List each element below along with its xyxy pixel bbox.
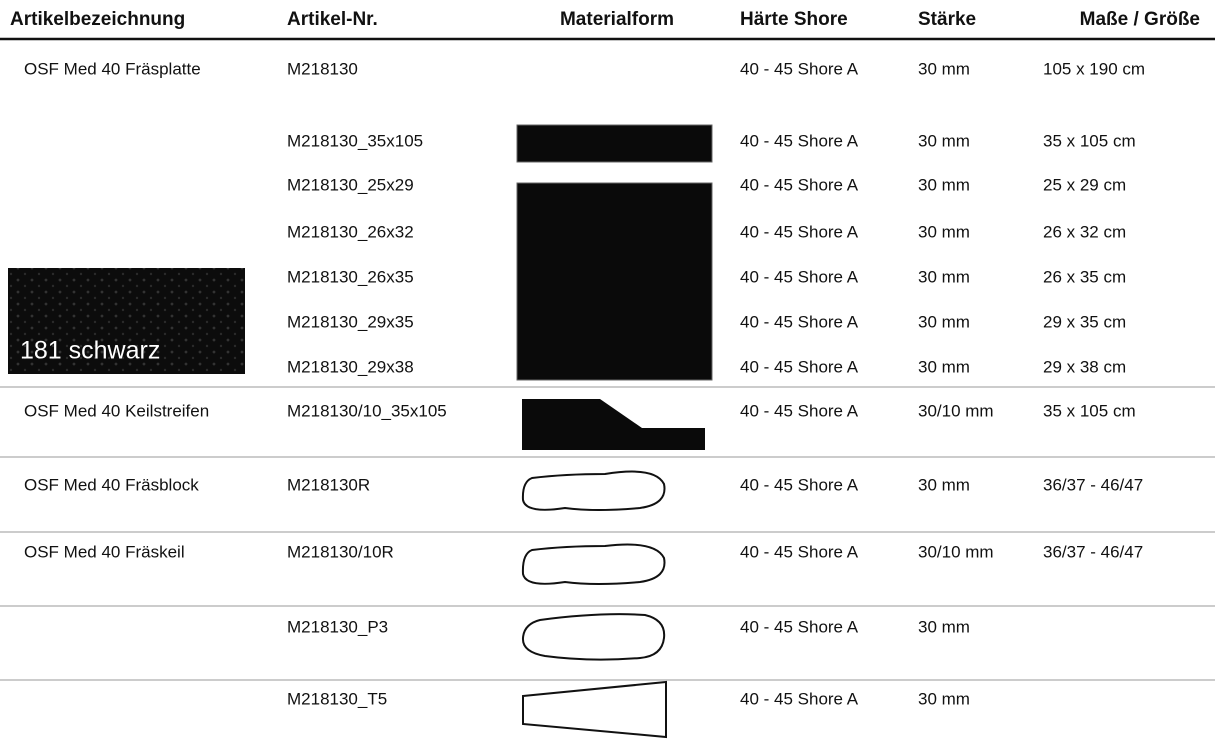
cell-thickness: 30 mm (918, 175, 970, 194)
column-header: Maße / Größe (1080, 9, 1200, 30)
cell-number: M218130_T5 (287, 689, 387, 708)
cell-hardness: 40 - 45 Shore A (740, 222, 859, 241)
cell-size: 26 x 32 cm (1043, 222, 1126, 241)
cell-size: 29 x 38 cm (1043, 357, 1126, 376)
cell-hardness: 40 - 45 Shore A (740, 267, 859, 286)
shape-strip (516, 124, 713, 163)
cell-number: M218130/10_35x105 (287, 401, 447, 420)
cell-thickness: 30/10 mm (918, 542, 994, 561)
cell-thickness: 30 mm (918, 617, 970, 636)
cell-number: M218130_25x29 (287, 175, 414, 194)
cell-size: 35 x 105 cm (1043, 131, 1136, 150)
cell-size: 105 x 190 cm (1043, 59, 1145, 78)
cell-thickness: 30 mm (918, 59, 970, 78)
cell-thickness: 30 mm (918, 357, 970, 376)
cell-hardness: 40 - 45 Shore A (740, 617, 859, 636)
shape-keil (521, 543, 666, 585)
row-rules (0, 386, 1215, 681)
cell-number: M218130_29x38 (287, 357, 414, 376)
swatch-label: 181 schwarz (20, 337, 160, 365)
cell-hardness: 40 - 45 Shore A (740, 542, 859, 561)
cell-number: M218130R (287, 475, 370, 494)
cell-thickness: 30 mm (918, 312, 970, 331)
column-header: Härte Shore (740, 9, 848, 30)
column-header: Materialform (560, 9, 674, 30)
cell-thickness: 30 mm (918, 475, 970, 494)
cell-size: 26 x 35 cm (1043, 267, 1126, 286)
cell-name: OSF Med 40 Fräsplatte (24, 59, 201, 78)
cell-number: M218130_29x35 (287, 312, 414, 331)
cell-number: M218130/10R (287, 542, 394, 561)
cell-size: 25 x 29 cm (1043, 175, 1126, 194)
cell-hardness: 40 - 45 Shore A (740, 475, 859, 494)
cell-hardness: 40 - 45 Shore A (740, 401, 859, 420)
cell-name: OSF Med 40 Keilstreifen (24, 401, 209, 420)
shape-block (521, 470, 666, 511)
cell-number: M218130 (287, 59, 358, 78)
cell-hardness: 40 - 45 Shore A (740, 357, 859, 376)
cell-hardness: 40 - 45 Shore A (740, 131, 859, 150)
cell-number: M218130_26x32 (287, 222, 414, 241)
cell-hardness: 40 - 45 Shore A (740, 312, 859, 331)
cell-size: 36/37 - 46/47 (1043, 542, 1143, 561)
cell-hardness: 40 - 45 Shore A (740, 175, 859, 194)
cell-thickness: 30 mm (918, 131, 970, 150)
cell-hardness: 40 - 45 Shore A (740, 59, 859, 78)
column-header: Artikelbezeichnung (10, 9, 185, 30)
cell-size: 29 x 35 cm (1043, 312, 1126, 331)
cell-number: M218130_35x105 (287, 131, 423, 150)
cell-hardness: 40 - 45 Shore A (740, 689, 859, 708)
color-swatch (8, 268, 245, 374)
shape-wedge (522, 399, 705, 450)
shape-plate (516, 182, 713, 381)
cell-number: M218130_P3 (287, 617, 388, 636)
column-header: Artikel-Nr. (287, 9, 378, 30)
shape-p3 (521, 613, 666, 661)
cell-size: 35 x 105 cm (1043, 401, 1136, 420)
cell-number: M218130_26x35 (287, 267, 414, 286)
cell-thickness: 30 mm (918, 689, 970, 708)
cell-thickness: 30/10 mm (918, 401, 994, 420)
cell-size: 36/37 - 46/47 (1043, 475, 1143, 494)
cell-thickness: 30 mm (918, 222, 970, 241)
column-header: Stärke (918, 9, 976, 30)
cell-thickness: 30 mm (918, 267, 970, 286)
cell-name: OSF Med 40 Fräsblock (24, 475, 199, 494)
cell-name: OSF Med 40 Fräskeil (24, 542, 185, 561)
shape-t5 (522, 680, 667, 739)
